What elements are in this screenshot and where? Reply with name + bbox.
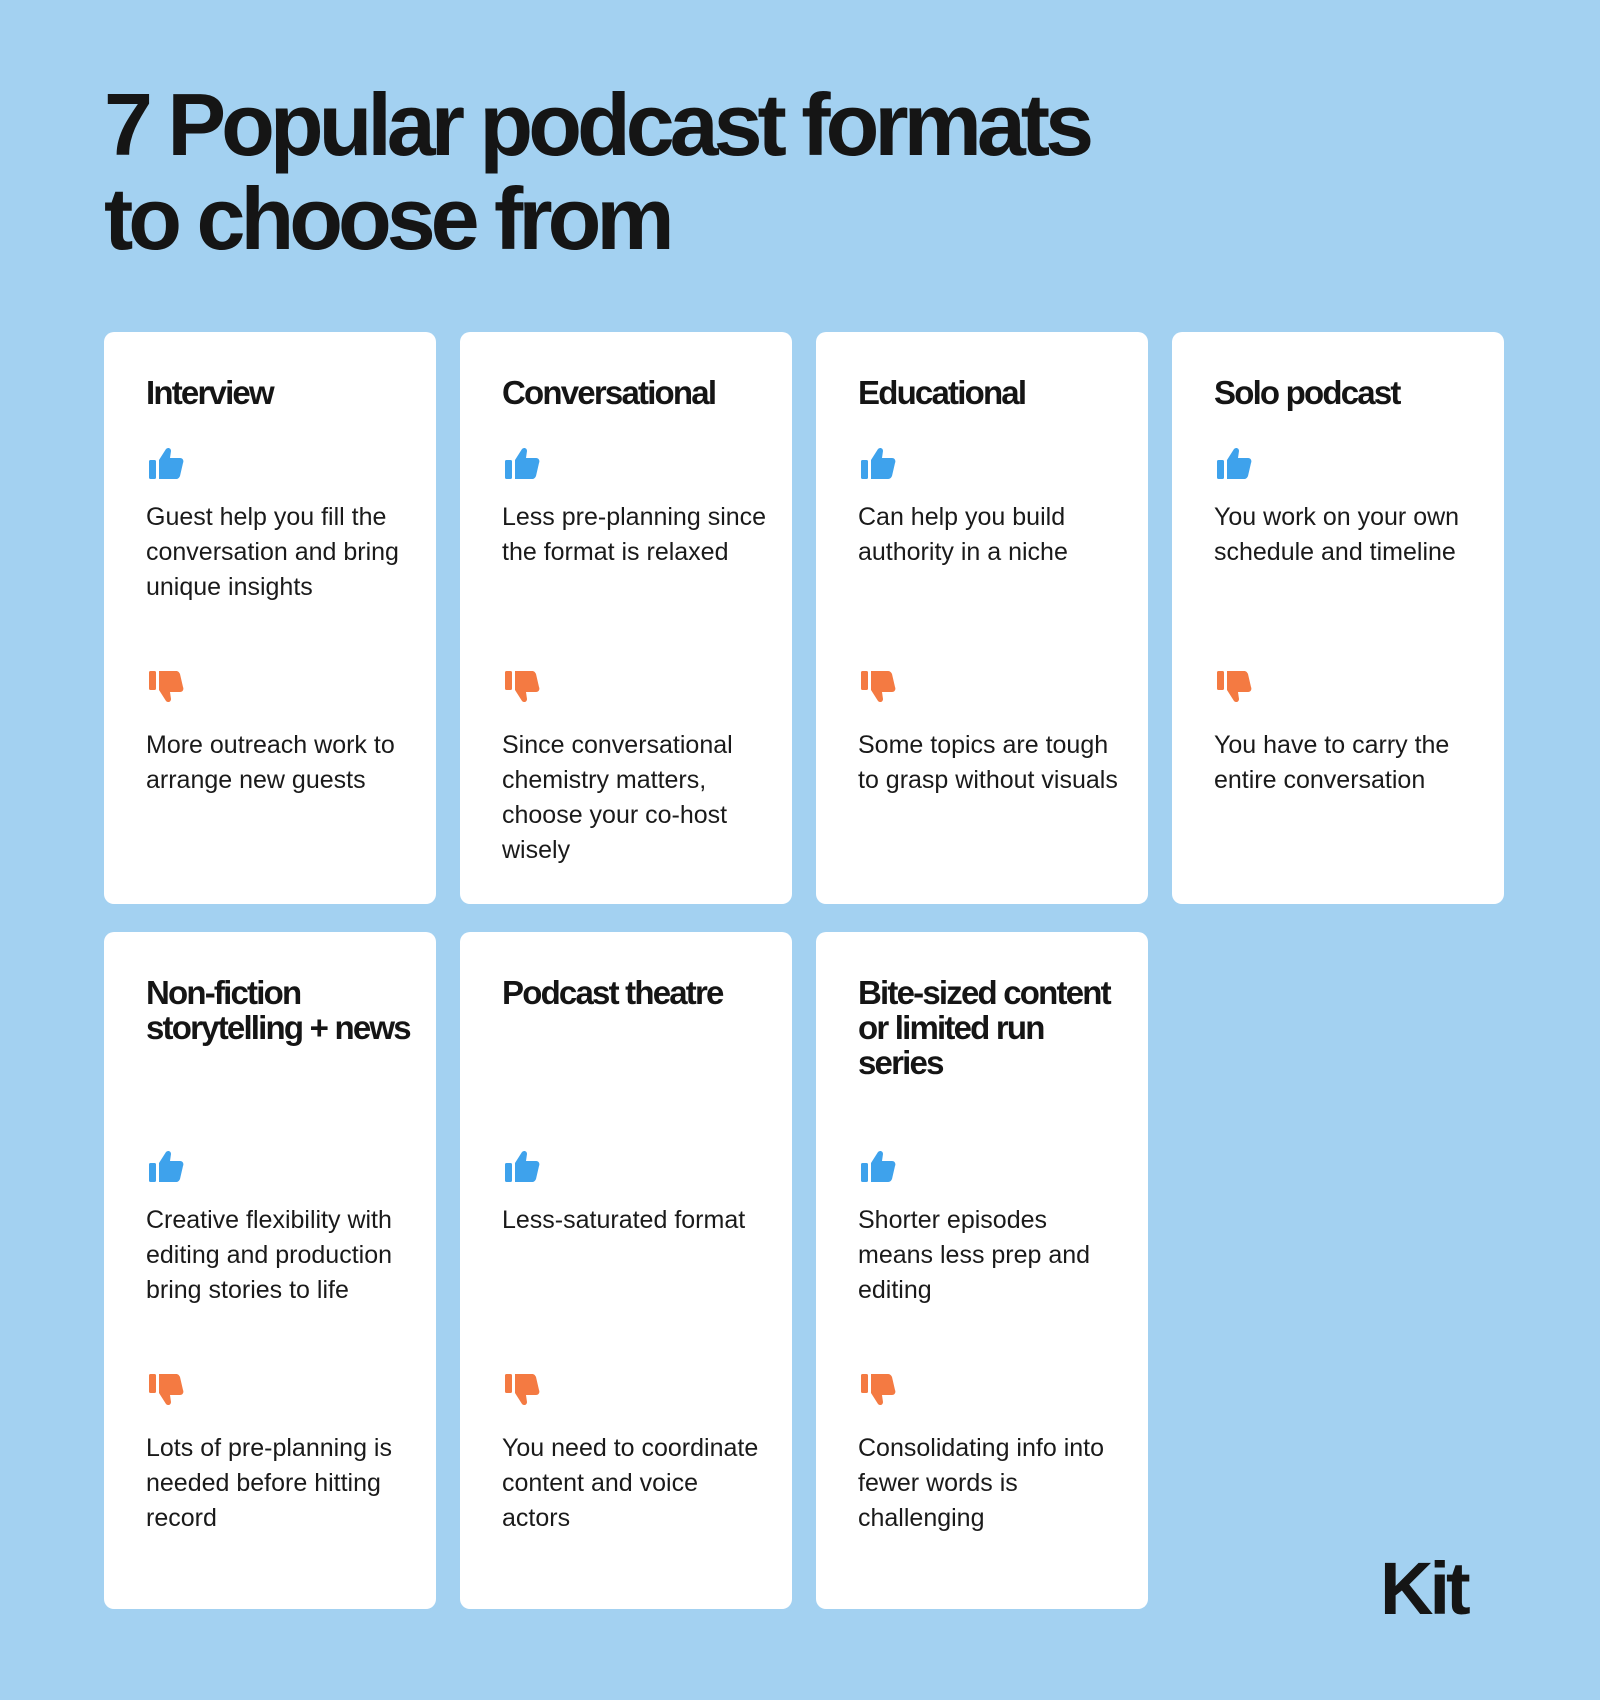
con-text: Consolidating info into fewer words is c… bbox=[858, 1434, 1104, 1532]
title-line: 7 Popular podcast formats bbox=[104, 75, 1094, 174]
con-text: Since conversational chemistry matters, … bbox=[502, 731, 733, 864]
pro-text: Creative flexibility with editing and pr… bbox=[146, 1206, 393, 1304]
page-title: 7 Popular podcast formats to choose from bbox=[104, 75, 1094, 268]
thumbs-up-icon bbox=[149, 447, 184, 479]
con-text: Lots of pre-planning is needed before hi… bbox=[146, 1434, 392, 1532]
card: Conversational Less pre-planning since th… bbox=[460, 332, 792, 904]
thumbs-down-icon bbox=[149, 671, 184, 703]
card-title: Conversational bbox=[502, 374, 717, 411]
pro-text: Less-saturated format bbox=[502, 1206, 746, 1234]
con-text: More outreach work to arrange new guests bbox=[146, 731, 395, 794]
thumbs-up-icon bbox=[1217, 447, 1252, 479]
pro-text: You work on your own schedule and timeli… bbox=[1214, 503, 1460, 566]
thumbs-down-icon bbox=[1217, 671, 1252, 703]
card: Podcast theatre Less-saturated format You … bbox=[460, 932, 792, 1609]
card-grid: Interview Guest help you fill the convers… bbox=[104, 332, 1504, 1609]
thumbs-up-icon bbox=[505, 447, 540, 479]
thumbs-down-icon bbox=[505, 1374, 540, 1406]
card: Educational Can help you build authority … bbox=[816, 332, 1148, 904]
logo: Kit bbox=[1380, 1547, 1471, 1630]
thumbs-up-icon bbox=[505, 1150, 540, 1182]
pro-text: Less pre-planning since the format is re… bbox=[502, 503, 767, 566]
card-title: Bite-sized content or limited run series bbox=[858, 974, 1112, 1081]
card: Non-fiction storytelling + news Creative … bbox=[104, 932, 436, 1609]
card-title: Educational bbox=[858, 374, 1027, 411]
card-title: Podcast theatre bbox=[502, 974, 724, 1011]
thumbs-up-icon bbox=[149, 1150, 184, 1182]
pro-text: Shorter episodes means less prep and edi… bbox=[858, 1206, 1091, 1304]
thumbs-down-icon bbox=[861, 1374, 896, 1406]
pro-text: Guest help you fill the conversation and… bbox=[146, 503, 399, 601]
thumbs-down-icon bbox=[861, 671, 896, 703]
thumbs-down-icon bbox=[149, 1374, 184, 1406]
card: Interview Guest help you fill the convers… bbox=[104, 332, 436, 904]
pro-text: Can help you build authority in a niche bbox=[858, 503, 1068, 566]
thumbs-up-icon bbox=[861, 1150, 896, 1182]
card-title: Non-fiction storytelling + news bbox=[146, 974, 412, 1046]
con-text: You need to coordinate content and voice… bbox=[502, 1434, 759, 1532]
card-title: Solo podcast bbox=[1214, 374, 1401, 411]
card: Solo podcast You work on your own schedul… bbox=[1172, 332, 1504, 904]
con-text: Some topics are tough to grasp without v… bbox=[858, 731, 1118, 794]
title-line: to choose from bbox=[104, 169, 675, 268]
con-text: You have to carry the entire conversatio… bbox=[1214, 731, 1450, 794]
card-title: Interview bbox=[146, 374, 275, 411]
card: Bite-sized content or limited run series… bbox=[816, 932, 1148, 1609]
thumbs-up-icon bbox=[861, 447, 896, 479]
thumbs-down-icon bbox=[505, 671, 540, 703]
